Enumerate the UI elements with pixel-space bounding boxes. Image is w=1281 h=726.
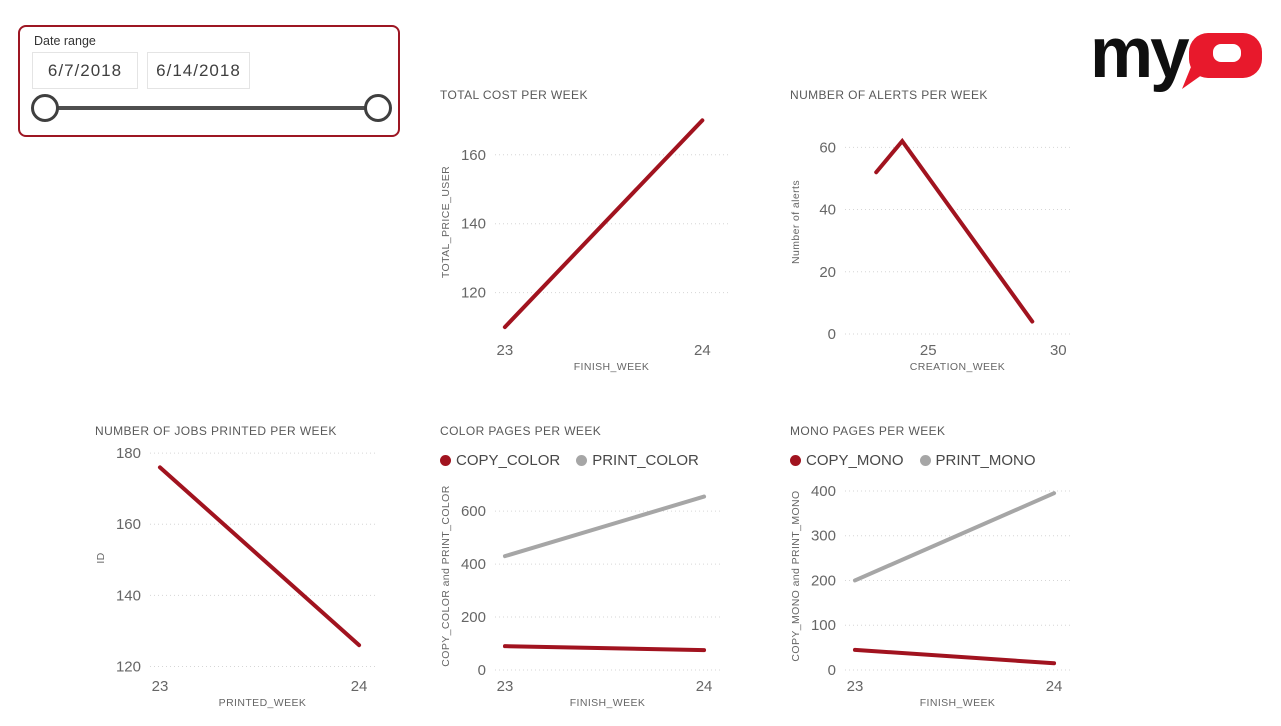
svg-text:20: 20 bbox=[819, 264, 836, 281]
slider-handle-start[interactable] bbox=[31, 94, 59, 122]
line-chart-color-pages[interactable]: 0 200 400 600 23 24 FINISH_WEEK COPY_COLOR and … bbox=[438, 478, 730, 712]
chart-color-pages-per-week: COLOR PAGES PER WEEK COPY_COLOR PRINT_COL… bbox=[438, 420, 730, 712]
svg-text:CREATION_WEEK: CREATION_WEEK bbox=[910, 361, 1005, 373]
svg-text:Number of alerts: Number of alerts bbox=[790, 180, 802, 264]
chart-legend: COPY_MONO PRINT_MONO bbox=[790, 452, 1036, 469]
chart-legend: COPY_COLOR PRINT_COLOR bbox=[440, 452, 699, 469]
svg-text:140: 140 bbox=[116, 587, 141, 604]
svg-text:200: 200 bbox=[461, 609, 486, 626]
svg-text:FINISH_WEEK: FINISH_WEEK bbox=[570, 697, 646, 709]
chart-number-of-alerts-per-week: NUMBER OF ALERTS PER WEEK 0 20 40 60 25 30 CRE… bbox=[788, 84, 1080, 376]
chart-title: NUMBER OF ALERTS PER WEEK bbox=[790, 88, 988, 102]
svg-text:120: 120 bbox=[461, 285, 486, 302]
svg-text:300: 300 bbox=[811, 528, 836, 545]
legend-item-copy_mono[interactable]: COPY_MONO bbox=[790, 452, 904, 469]
line-chart-total-cost[interactable]: 120 140 160 23 24 FINISH_WEEK TOTAL_PRICE_USER bbox=[438, 106, 738, 376]
svg-text:60: 60 bbox=[819, 139, 836, 156]
chart-title: MONO PAGES PER WEEK bbox=[790, 424, 946, 438]
svg-text:120: 120 bbox=[116, 658, 141, 675]
legend-dot-icon bbox=[440, 455, 451, 466]
svg-text:23: 23 bbox=[152, 678, 169, 695]
chart-title: COLOR PAGES PER WEEK bbox=[440, 424, 602, 438]
svg-text:100: 100 bbox=[811, 617, 836, 634]
svg-text:160: 160 bbox=[461, 147, 486, 164]
end-date-input[interactable] bbox=[147, 52, 250, 89]
svg-text:0: 0 bbox=[828, 326, 836, 343]
svg-text:40: 40 bbox=[819, 202, 836, 219]
svg-text:400: 400 bbox=[811, 483, 836, 500]
line-chart-mono-pages[interactable]: 0 100 200 300 400 23 24 FINISH_WEEK COPY_MONO an… bbox=[788, 478, 1080, 712]
date-range-slicer: Date range bbox=[18, 25, 400, 137]
legend-label: COPY_COLOR bbox=[456, 452, 561, 469]
date-range-slider-track[interactable] bbox=[45, 106, 378, 110]
svg-text:TOTAL_PRICE_USER: TOTAL_PRICE_USER bbox=[440, 166, 452, 278]
legend-label: PRINT_MONO bbox=[935, 452, 1036, 469]
svg-text:24: 24 bbox=[694, 342, 711, 359]
chart-total-cost-per-week: TOTAL COST PER WEEK 120 140 160 23 24 FINISH_… bbox=[438, 84, 738, 376]
svg-text:600: 600 bbox=[461, 503, 486, 520]
legend-dot-icon bbox=[790, 455, 801, 466]
svg-text:23: 23 bbox=[847, 678, 864, 695]
svg-text:200: 200 bbox=[811, 572, 836, 589]
svg-text:30: 30 bbox=[1050, 342, 1067, 359]
svg-text:180: 180 bbox=[116, 445, 141, 462]
myq-logo-graphic: my bbox=[1090, 14, 1262, 93]
slider-handle-end[interactable] bbox=[364, 94, 392, 122]
chart-title: NUMBER OF JOBS PRINTED PER WEEK bbox=[95, 424, 337, 438]
svg-text:24: 24 bbox=[351, 678, 368, 695]
svg-text:0: 0 bbox=[828, 662, 836, 679]
legend-item-print_mono[interactable]: PRINT_MONO bbox=[919, 452, 1036, 469]
legend-dot-icon bbox=[576, 455, 588, 466]
logo-q-shape bbox=[1182, 33, 1262, 89]
svg-text:COPY_MONO and PRINT_MONO: COPY_MONO and PRINT_MONO bbox=[790, 490, 802, 661]
svg-text:0: 0 bbox=[478, 662, 486, 679]
svg-text:25: 25 bbox=[920, 342, 937, 359]
svg-text:FINISH_WEEK: FINISH_WEEK bbox=[574, 361, 650, 373]
svg-text:23: 23 bbox=[497, 678, 514, 695]
svg-text:ID: ID bbox=[95, 552, 107, 563]
svg-text:160: 160 bbox=[116, 516, 141, 533]
line-chart-jobs[interactable]: 120 140 160 180 23 24 PRINTED_WEEK ID bbox=[93, 442, 385, 712]
svg-text:FINISH_WEEK: FINISH_WEEK bbox=[920, 697, 996, 709]
chart-jobs-printed-per-week: NUMBER OF JOBS PRINTED PER WEEK 120 140 16… bbox=[93, 420, 385, 712]
legend-item-print_color[interactable]: PRINT_COLOR bbox=[576, 452, 699, 469]
start-date-input[interactable] bbox=[32, 52, 138, 89]
legend-item-copy_color[interactable]: COPY_COLOR bbox=[440, 452, 560, 469]
svg-text:140: 140 bbox=[461, 216, 486, 233]
legend-label: PRINT_COLOR bbox=[592, 452, 699, 469]
line-chart-alerts[interactable]: 0 20 40 60 25 30 CREATION_WEEK Number of alerts bbox=[788, 106, 1080, 376]
svg-text:PRINTED_WEEK: PRINTED_WEEK bbox=[219, 697, 307, 709]
legend-dot-icon bbox=[919, 455, 931, 466]
svg-text:COPY_COLOR and PRINT_COLOR: COPY_COLOR and PRINT_COLOR bbox=[440, 485, 452, 666]
myq-logo: my bbox=[1090, 14, 1264, 93]
svg-text:400: 400 bbox=[461, 556, 486, 573]
legend-label: COPY_MONO bbox=[806, 452, 904, 469]
svg-text:23: 23 bbox=[497, 342, 514, 359]
logo-my-text: my bbox=[1094, 24, 1190, 92]
svg-text:24: 24 bbox=[1046, 678, 1063, 695]
chart-mono-pages-per-week: MONO PAGES PER WEEK COPY_MONO PRINT_MONO … bbox=[788, 420, 1080, 712]
slicer-label: Date range bbox=[34, 34, 96, 48]
svg-text:24: 24 bbox=[696, 678, 713, 695]
chart-title: TOTAL COST PER WEEK bbox=[440, 88, 588, 102]
